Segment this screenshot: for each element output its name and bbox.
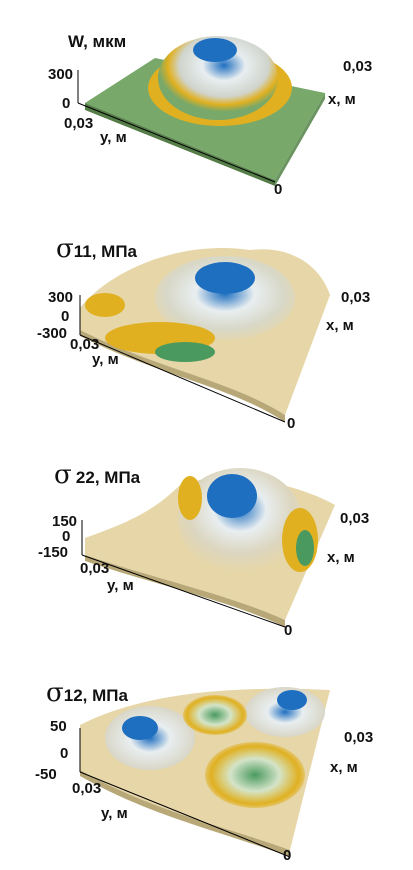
x-tick-label: 0 xyxy=(284,622,293,639)
y-tick-label: 0,03 xyxy=(64,115,94,132)
x-axis-label: x, м xyxy=(327,549,355,566)
z-tick-label: 150 xyxy=(52,513,78,530)
z-tick-label: 0 xyxy=(61,308,70,325)
x-tick-label: 0 xyxy=(287,415,296,432)
surface-peak xyxy=(193,38,237,62)
z-tick-label: -150 xyxy=(38,544,69,561)
z-tick-label: 300 xyxy=(48,66,74,83)
z-tick-label: 300 xyxy=(48,289,74,306)
surface-side-right xyxy=(275,93,325,186)
y-axis-label: y, м xyxy=(101,805,128,822)
surface-hump xyxy=(155,256,295,340)
chart-title: W, мкм xyxy=(68,32,127,51)
surface-peak-right-top xyxy=(277,690,307,710)
title-text: 22, МПа xyxy=(75,468,141,487)
z-tick-label: 0 xyxy=(60,745,69,762)
title-text: 11, МПа xyxy=(73,242,138,261)
chart-sigma11-plot xyxy=(79,248,330,423)
surface-hump xyxy=(158,36,278,120)
x-axis-label: x, м xyxy=(328,91,356,108)
y-tick-label: 0,03 xyxy=(80,560,110,577)
surface-trough-front xyxy=(205,742,305,808)
y-axis-label: y, м xyxy=(107,577,134,594)
chart-sigma11: σ11, МПа 300 0 -300 0,03 y, м 0,03 x, м … xyxy=(0,210,413,432)
title-text: 12, МПа xyxy=(63,686,128,705)
x-tick-label: 0,03 xyxy=(340,510,370,527)
y-axis-label: y, м xyxy=(100,129,127,146)
surface-peak xyxy=(207,474,257,518)
chart-w-plot xyxy=(77,36,325,186)
surface-trough xyxy=(155,342,215,362)
chart-sigma12: σ12, МПа 50 0 -50 0,03 y, м 0,03 x, м 0 xyxy=(0,650,413,870)
y-axis xyxy=(81,554,286,628)
z-tick-label: 0 xyxy=(62,528,71,545)
z-tick-label: 0 xyxy=(62,95,71,112)
chart-title: σ 22, МПа xyxy=(54,462,140,488)
chart-sigma22-plot xyxy=(81,468,335,628)
surface-ring-left xyxy=(178,476,202,520)
surface-side xyxy=(85,103,275,186)
z-tick-label: -300 xyxy=(37,325,68,342)
y-tick-label: 0,03 xyxy=(72,780,102,797)
chart-w: W, мкм 300 0 0,03 y, м 0,03 x, м 0 xyxy=(0,0,413,210)
y-tick-label: 0,03 xyxy=(70,336,100,353)
title-symbol: σ xyxy=(54,460,72,490)
x-tick-label: 0 xyxy=(283,847,292,864)
surface-ring-top xyxy=(85,293,125,317)
chart-sigma22: σ 22, МПа 150 0 -150 0,03 y, м 0,03 x, м… xyxy=(0,430,413,650)
z-tick-label: -50 xyxy=(35,766,57,783)
x-axis-label: x, м xyxy=(326,317,354,334)
surface-trough xyxy=(296,530,314,566)
surface-trough-back xyxy=(183,695,247,735)
y-axis xyxy=(77,102,276,183)
x-tick-label: 0,03 xyxy=(341,289,371,306)
y-axis xyxy=(79,771,291,858)
z-tick-label: 50 xyxy=(50,718,67,735)
surface-peak-left-top xyxy=(122,716,158,740)
x-tick-label: 0,03 xyxy=(344,729,374,746)
x-tick-label: 0,03 xyxy=(343,58,373,75)
y-axis-label: y, м xyxy=(92,351,119,368)
chart-title: σ12, МПа xyxy=(46,680,128,706)
chart-title: σ11, МПа xyxy=(56,236,137,262)
y-axis xyxy=(79,334,286,423)
surface-peak xyxy=(195,262,255,294)
surface-side xyxy=(85,555,285,627)
title-symbol: σ xyxy=(46,678,64,708)
surface-peak-left xyxy=(105,706,195,770)
title-symbol: σ xyxy=(56,234,74,264)
x-axis-label: x, м xyxy=(330,759,358,776)
surface-side xyxy=(80,330,285,422)
chart-sigma12-plot xyxy=(79,687,330,858)
x-tick-label: 0 xyxy=(274,181,283,198)
